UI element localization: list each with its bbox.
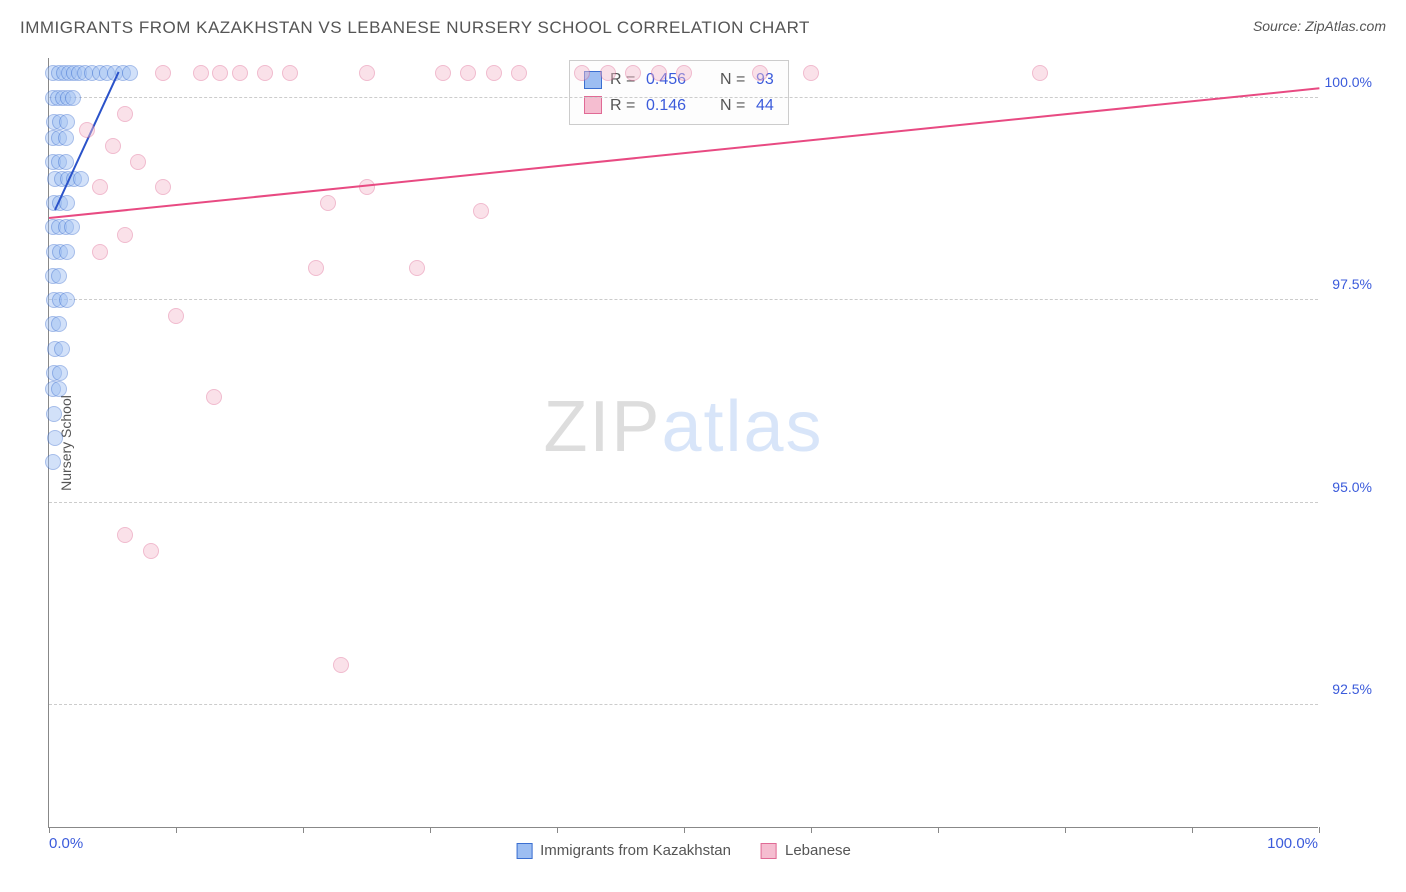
scatter-point [122,65,138,81]
scatter-point [460,65,476,81]
scatter-point [58,130,74,146]
scatter-point [92,244,108,260]
scatter-point [117,106,133,122]
xtick [684,827,685,833]
scatter-point [473,203,489,219]
watermark-bold: ZIP [543,387,661,467]
gridline-h [49,704,1318,705]
scatter-point [59,114,75,130]
scatter-point [651,65,667,81]
xtick [176,827,177,833]
scatter-point [51,381,67,397]
xtick [557,827,558,833]
plot-area: ZIPatlas R = 0.456 N = 93 R = 0.146 N = … [48,58,1318,828]
scatter-point [143,543,159,559]
scatter-point [206,389,222,405]
scatter-point [155,65,171,81]
scatter-point [92,179,108,195]
scatter-point [52,365,68,381]
scatter-point [600,65,616,81]
xtick [811,827,812,833]
legend-swatch-1 [761,843,777,859]
scatter-point [803,65,819,81]
scatter-point [73,171,89,187]
ytick-label: 100.0% [1325,74,1372,90]
scatter-point [105,138,121,154]
scatter-point [320,195,336,211]
scatter-point [155,179,171,195]
scatter-point [625,65,641,81]
scatter-point [676,65,692,81]
ytick-label: 95.0% [1332,479,1372,495]
legend-item-1: Lebanese [761,842,851,859]
scatter-point [359,65,375,81]
xtick [938,827,939,833]
scatter-point [130,154,146,170]
x-axis-min-label: 0.0% [49,835,83,852]
scatter-point [435,65,451,81]
scatter-point [282,65,298,81]
scatter-point [212,65,228,81]
ytick-label: 92.5% [1332,681,1372,697]
chart-title: IMMIGRANTS FROM KAZAKHSTAN VS LEBANESE N… [20,18,810,38]
scatter-point [117,527,133,543]
gridline-h [49,97,1318,98]
xtick [49,827,50,833]
legend-item-0: Immigrants from Kazakhstan [516,842,731,859]
source-attribution: Source: ZipAtlas.com [1253,18,1386,34]
scatter-point [47,430,63,446]
xtick [1192,827,1193,833]
xtick [1319,827,1320,833]
legend-swatch-0 [516,843,532,859]
scatter-point [574,65,590,81]
scatter-point [486,65,502,81]
scatter-point [65,90,81,106]
gridline-h [49,502,1318,503]
chart-container: Nursery School ZIPatlas R = 0.456 N = 93… [48,58,1368,828]
xtick [1065,827,1066,833]
stats-swatch-1 [584,96,602,114]
header: IMMIGRANTS FROM KAZAKHSTAN VS LEBANESE N… [0,0,1406,48]
xtick [303,827,304,833]
scatter-point [46,406,62,422]
scatter-point [168,308,184,324]
scatter-point [409,260,425,276]
scatter-point [59,244,75,260]
n-label: N = [720,67,748,93]
scatter-point [58,154,74,170]
scatter-point [51,268,67,284]
scatter-point [232,65,248,81]
gridline-h [49,299,1318,300]
scatter-point [54,341,70,357]
scatter-point [59,292,75,308]
legend-label-1: Lebanese [785,842,851,859]
scatter-point [117,227,133,243]
scatter-point [79,122,95,138]
scatter-point [308,260,324,276]
scatter-point [64,219,80,235]
scatter-point [257,65,273,81]
scatter-point [1032,65,1048,81]
scatter-point [51,316,67,332]
ytick-label: 97.5% [1332,276,1372,292]
x-axis-max-label: 100.0% [1267,835,1318,852]
scatter-point [193,65,209,81]
xtick [430,827,431,833]
watermark-light: atlas [661,387,823,467]
watermark: ZIPatlas [543,386,823,468]
legend-bottom: Immigrants from Kazakhstan Lebanese [516,842,851,859]
scatter-point [511,65,527,81]
scatter-point [752,65,768,81]
scatter-point [333,657,349,673]
legend-label-0: Immigrants from Kazakhstan [540,842,731,859]
scatter-point [45,454,61,470]
